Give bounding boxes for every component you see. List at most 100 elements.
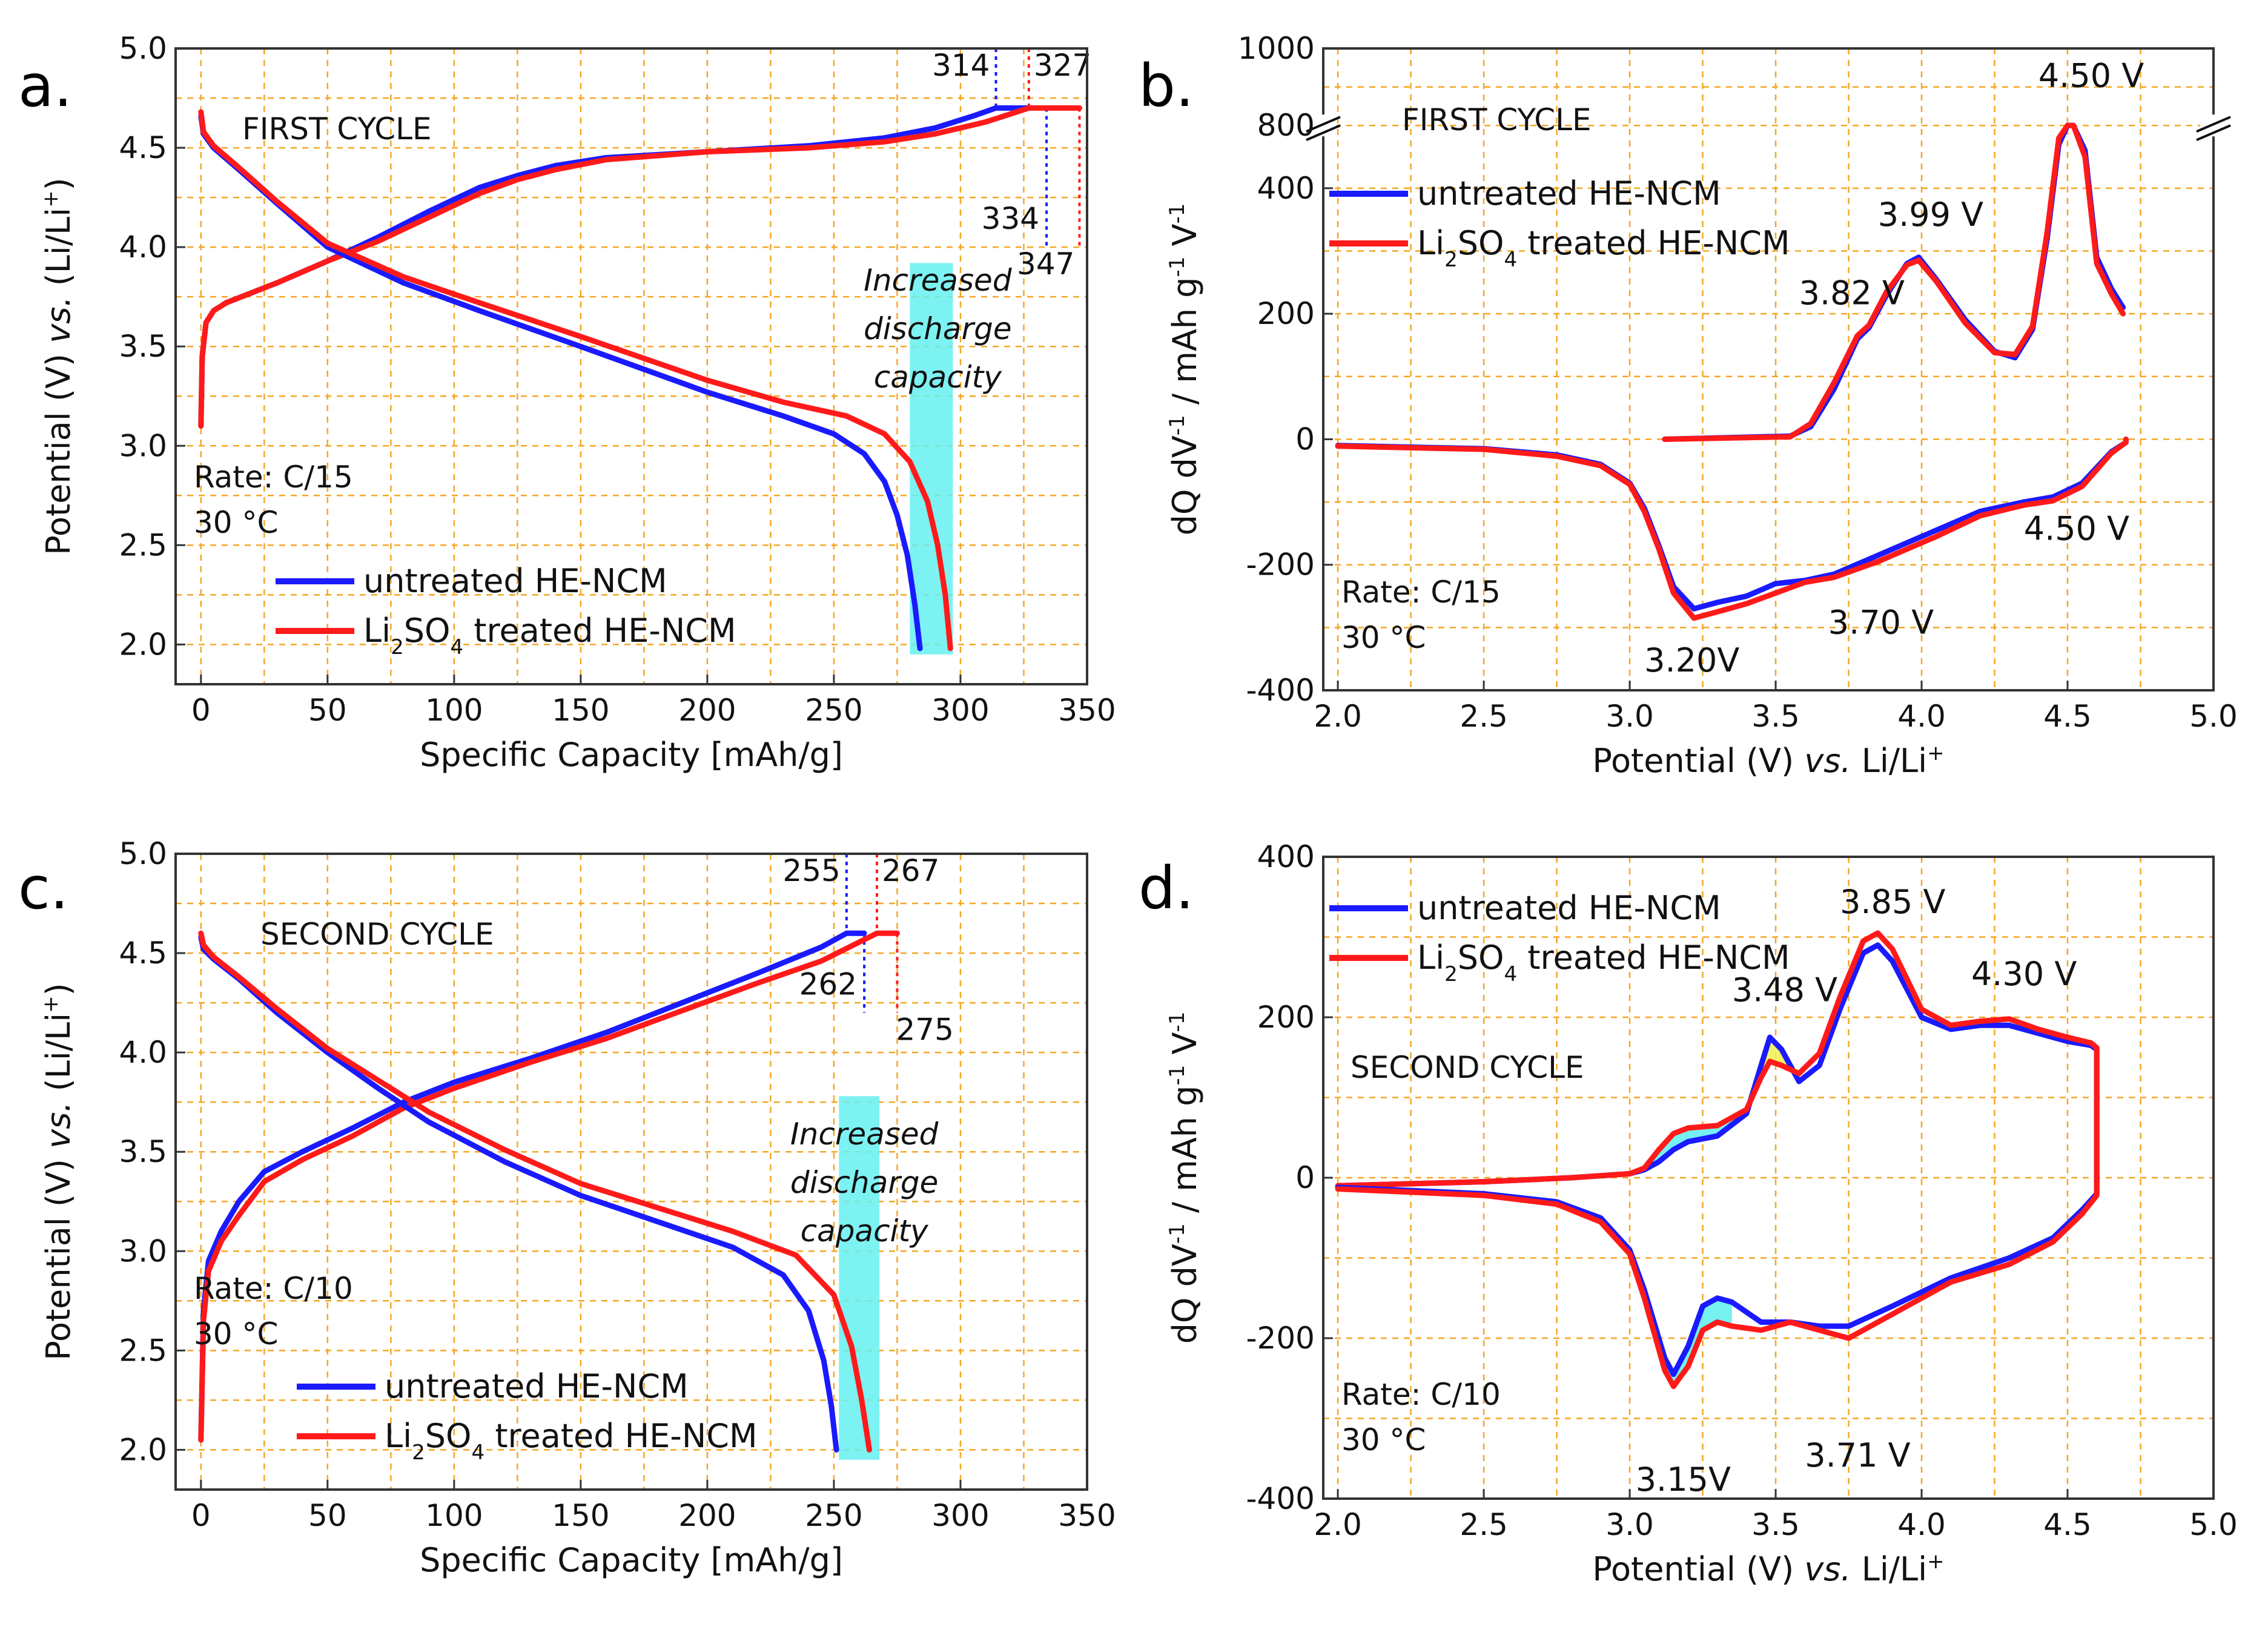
panel-label: d. (1139, 854, 1194, 922)
y-tick-label: 200 (1257, 296, 1315, 331)
y-tick-label: -200 (1246, 1321, 1315, 1356)
peak-label: 4.50 V (2024, 509, 2129, 547)
axis-break-mark (2196, 116, 2231, 133)
x-tick-label: 100 (425, 1498, 483, 1533)
series-line (1335, 1175, 2100, 1389)
peak-label: 3.15V (1636, 1461, 1731, 1499)
capacity-marker-label: 327 (1034, 48, 1091, 83)
y-tick-label: -400 (1246, 1481, 1315, 1516)
y-tick-label: 4.5 (119, 130, 167, 165)
y-tick-label: 2.5 (119, 527, 167, 563)
y-tick-label: 1000 (1238, 31, 1315, 66)
legend-label: untreated HE-NCM (385, 1367, 689, 1405)
legend-label: Li2SO4 treated HE-NCM (1417, 939, 1790, 986)
x-tick-label: 100 (425, 693, 483, 728)
x-tick-label: 2.5 (1460, 1507, 1508, 1542)
series-line (1335, 942, 2100, 1189)
y-axis-label-group: dQ dV-1 / mAh g-1 V-1 (1165, 203, 1204, 536)
capacity-marker-label: 275 (896, 1012, 953, 1048)
peak-label: 3.71 V (1805, 1436, 1910, 1474)
y-axis-label: Potential (V) vs. (Li/Li+) (39, 177, 78, 555)
legend-label: untreated HE-NCM (1417, 174, 1721, 213)
y-tick-label: 0 (1295, 421, 1315, 457)
x-tick-label: 4.0 (1897, 1507, 1946, 1542)
capacity-marker-label: 314 (932, 48, 990, 83)
rate-condition: 30 °C (1341, 620, 1426, 655)
y-tick-label: 3.0 (119, 428, 167, 463)
y-axis-label: dQ dV-1 / mAh g-1 V-1 (1165, 203, 1204, 536)
y-axis-label-group: dQ dV-1 / mAh g-1 V-1 (1165, 1012, 1204, 1344)
x-tick-label: 250 (805, 693, 862, 728)
x-tick-label: 4.5 (2043, 1507, 2092, 1542)
y-tick-label: 3.5 (119, 329, 167, 364)
y-tick-label: 4.5 (119, 936, 167, 971)
x-tick-label: 3.5 (1751, 699, 1800, 734)
capacity-marker-label: 347 (1017, 246, 1074, 282)
y-tick-label: 200 (1257, 1000, 1315, 1035)
peak-label: 3.48 V (1732, 971, 1837, 1009)
peak-label: 3.99 V (1878, 196, 1983, 234)
y-axis-label: Potential (V) vs. (Li/Li+) (39, 983, 78, 1360)
y-axis-label-group: Potential (V) vs. (Li/Li+) (39, 177, 78, 555)
highlight-annotation: Increased (864, 263, 1012, 298)
y-tick-label: 5.0 (119, 836, 167, 871)
y-tick-label: 3.0 (119, 1233, 167, 1269)
rate-condition: Rate: C/15 (1341, 575, 1501, 610)
y-tick-label: 4.0 (119, 1035, 167, 1070)
x-tick-label: 50 (308, 693, 347, 728)
highlight-annotation: capacity (874, 360, 1002, 395)
rate-condition: Rate: C/10 (1341, 1377, 1501, 1412)
peak-label: 3.85 V (1840, 883, 1945, 921)
panel-title: FIRST CYCLE (1402, 102, 1592, 137)
plot-frame (174, 853, 1088, 1491)
panel-c: 255 267 262 275 0 50 100 150 200 250 300 350 2.0 2.5 3… (18, 836, 1116, 1579)
legend-label: untreated HE-NCM (363, 562, 667, 600)
x-tick-label: 3.0 (1605, 1507, 1654, 1542)
rate-condition: 30 °C (1341, 1422, 1426, 1457)
plot-area (1323, 48, 2213, 690)
legend-label: Li2SO4 treated HE-NCM (385, 1417, 758, 1465)
x-tick-label: 150 (552, 1498, 609, 1533)
y-tick-label: -400 (1246, 673, 1315, 708)
axis-break-mark (1306, 116, 1341, 133)
panel-a: 314 327 334 347 0 50 100 150 200 250 300 350 2.0 2.5 3… (18, 31, 1116, 774)
x-tick-label: 0 (191, 1498, 211, 1533)
rate-condition: 30 °C (194, 1316, 278, 1352)
x-axis-label: Specific Capacity [mAh/g] (420, 1541, 843, 1579)
panel-label: b. (1139, 52, 1194, 120)
plot-frame (1322, 47, 2215, 691)
panel-title: SECOND CYCLE (260, 917, 494, 952)
y-axis-label-group: Potential (V) vs. (Li/Li+) (39, 983, 78, 1360)
x-tick-label: 250 (805, 1498, 862, 1533)
x-tick-label: 50 (308, 1498, 347, 1533)
x-tick-label: 2.5 (1460, 699, 1508, 734)
x-axis-label: Specific Capacity [mAh/g] (420, 736, 843, 774)
x-axis-label: Potential (V) vs. Li/Li+ (1592, 1550, 1944, 1588)
x-tick-label: 150 (552, 693, 609, 728)
series-line (198, 109, 953, 652)
x-tick-label: 5.0 (2189, 1507, 2238, 1542)
x-tick-label: 4.0 (1897, 699, 1946, 734)
y-tick-label: 800 (1257, 108, 1315, 143)
panel-label: c. (18, 854, 68, 922)
legend-label: Li2SO4 treated HE-NCM (1417, 224, 1790, 272)
axis-break-mark (1306, 124, 1341, 142)
rate-condition: Rate: C/10 (194, 1271, 353, 1306)
y-tick-label: 5.0 (119, 31, 167, 66)
y-tick-label: 0 (1295, 1160, 1315, 1195)
highlight-annotation: capacity (801, 1213, 929, 1249)
capacity-marker-label: 255 (782, 853, 840, 888)
highlight-annotation: discharge (864, 311, 1012, 346)
x-tick-label: 2.0 (1314, 699, 1362, 734)
plot-frame (174, 47, 1088, 685)
panel-b: 2.0 2.5 3.0 3.5 4.0 4.5 5.0 -400 -200 0 200 400 800 1… (1139, 31, 2238, 780)
x-tick-label: 5.0 (2189, 699, 2238, 734)
y-axis-label: dQ dV-1 / mAh g-1 V-1 (1165, 1012, 1204, 1344)
x-tick-label: 3.0 (1605, 699, 1654, 734)
peak-label: 3.20V (1644, 641, 1739, 679)
peak-label: 3.82 V (1799, 274, 1905, 312)
y-tick-label: 2.0 (119, 1432, 167, 1467)
x-tick-label: 0 (191, 693, 211, 728)
x-tick-label: 300 (931, 693, 989, 728)
y-tick-label: 2.5 (119, 1333, 167, 1368)
